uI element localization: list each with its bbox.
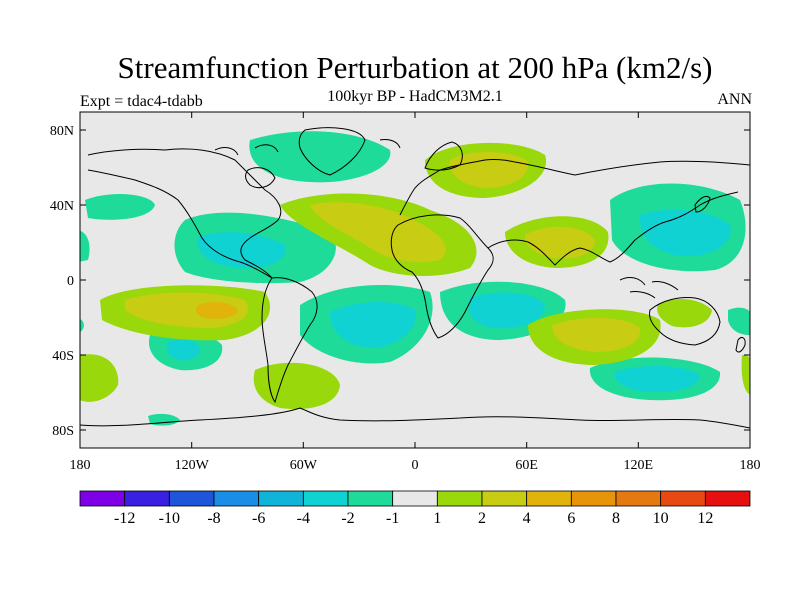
- pos-region-atlantic-africa-core: [310, 202, 446, 263]
- neg-region-n-america-core: [197, 232, 286, 269]
- colorbar-label: 10: [653, 510, 669, 527]
- colorbar-swatch: [347, 490, 394, 507]
- neg-region-n-pacific: [85, 193, 155, 220]
- pos-region-east-edge-s: [741, 355, 750, 395]
- neg-region-west-edge: [80, 230, 90, 262]
- coast-asia-south: [487, 191, 739, 266]
- neg-region-s-pacific-core: [166, 339, 200, 361]
- coast-nz: [735, 337, 746, 353]
- coast-se-asia-islands: [619, 277, 679, 299]
- colorbar-label: 12: [697, 510, 713, 527]
- neg-region-asia-pacific-core: [639, 209, 731, 257]
- lon-labels: 180 120W 60W 0 60E 120E 180: [70, 458, 761, 473]
- coast-africa: [390, 214, 494, 339]
- lon-label-180w: 180: [70, 458, 91, 473]
- colorbar: [79, 490, 751, 507]
- colorbar-label: -8: [207, 510, 220, 527]
- colorbar-labels: -12 -10 -8 -6 -4 -2 -1 1 2 4 6 8 10 12: [114, 510, 713, 527]
- lat-label-40s: 40S: [52, 349, 74, 364]
- chart-subtitle: 100kyr BP - HadCM3M2.1: [327, 88, 503, 105]
- neg-region-s-atlantic-core: [330, 302, 416, 348]
- lat-label-40n: 40N: [50, 199, 74, 214]
- colorbar-label: 8: [612, 510, 620, 527]
- colorbar-swatch: [213, 490, 260, 507]
- colorbar-label: 2: [478, 510, 486, 527]
- colorbar-swatch: [258, 490, 304, 507]
- neg-region-s-ocean-core: [614, 365, 700, 393]
- colorbar-swatch: [526, 490, 572, 507]
- colorbar-swatch: [481, 490, 528, 507]
- lon-label-60e: 60E: [515, 458, 538, 473]
- coast-arctic-islands: [214, 139, 401, 156]
- lon-label-120e: 120E: [624, 458, 654, 473]
- neg-region-east-edge: [728, 307, 750, 336]
- coast-south-america: [261, 277, 318, 404]
- neg-region-indian-core: [468, 292, 545, 329]
- coastlines: [80, 127, 750, 429]
- colorbar-swatch: [168, 490, 215, 507]
- coast-australia: [649, 297, 721, 346]
- coast-north-america: [87, 148, 282, 279]
- colorbar-label: 6: [567, 510, 575, 527]
- colorbar-label: 4: [523, 510, 531, 527]
- lat-axis: [80, 129, 750, 431]
- coast-greenland: [298, 127, 366, 176]
- pos-region-sw-pacific: [80, 354, 119, 402]
- coast-scandinavia: [424, 141, 463, 171]
- lat-label-80s: 80S: [52, 424, 74, 439]
- colorbar-label: -10: [159, 510, 180, 527]
- pos-region-s-pacific-2: [253, 362, 340, 410]
- experiment-label: Expt = tdac4-tdabb: [80, 93, 203, 110]
- colorbar-label: -2: [341, 510, 354, 527]
- colorbar-label: -4: [297, 510, 310, 527]
- colorbar-swatch: [660, 490, 706, 507]
- lon-axis: [191, 112, 639, 448]
- coast-hudson: [245, 167, 276, 189]
- lat-label-80n: 80N: [50, 124, 74, 139]
- pos-region-arabia-india-core: [524, 226, 595, 259]
- lon-label-0: 0: [412, 458, 419, 473]
- coast-europe: [399, 159, 750, 216]
- lat-labels: 80N 40N 0 40S 80S: [50, 124, 74, 439]
- colorbar-swatch: [302, 490, 349, 507]
- contour-fields: [80, 131, 750, 426]
- colorbar-label: -6: [252, 510, 265, 527]
- colorbar-swatch: [79, 490, 126, 507]
- colorbar-swatch: [124, 490, 170, 507]
- chart-title: Streamfunction Perturbation at 200 hPa (…: [117, 50, 713, 85]
- pos-region-s-indian-core: [552, 317, 641, 352]
- season-label: ANN: [717, 91, 752, 108]
- pos-region-e-pacific-core: [125, 292, 249, 328]
- colorbar-label: -12: [114, 510, 135, 527]
- coast-antarctica: [80, 407, 750, 429]
- colorbar-swatch: [570, 490, 617, 507]
- pos-region-australia: [657, 298, 712, 328]
- colorbar-swatch: [392, 490, 438, 507]
- pos-region-e-pacific-max: [196, 302, 238, 319]
- colorbar-swatch: [436, 490, 483, 507]
- colorbar-swatch: [615, 490, 662, 507]
- lat-label-0: 0: [67, 274, 74, 289]
- coast-japan: [694, 195, 711, 213]
- lon-label-60w: 60W: [290, 458, 318, 473]
- colorbar-label: -1: [386, 510, 399, 527]
- neg-region-west-edge-s: [80, 318, 84, 332]
- colorbar-label: 1: [433, 510, 441, 527]
- lon-label-180e: 180: [740, 458, 761, 473]
- neg-region-arctic: [249, 131, 391, 183]
- colorbar-swatch: [704, 490, 751, 507]
- lon-label-120w: 120W: [175, 458, 210, 473]
